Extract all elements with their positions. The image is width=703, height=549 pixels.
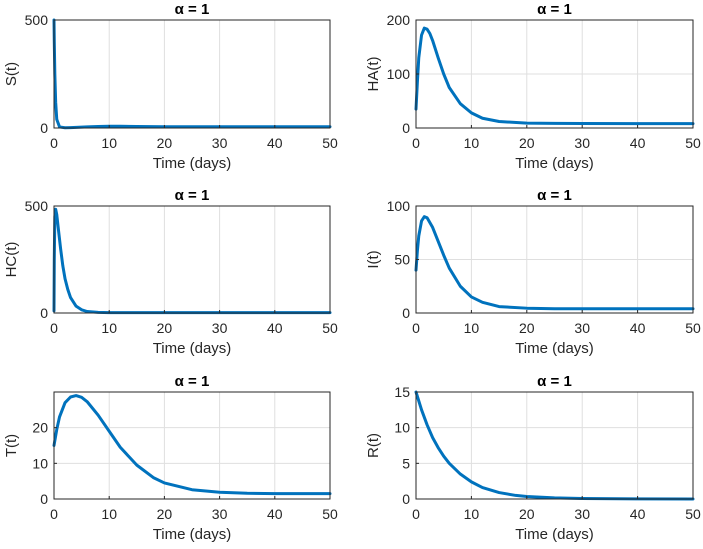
series-line [414, 215, 695, 311]
x-tick-label: 30 [574, 135, 590, 151]
x-tick-label: 10 [464, 135, 480, 151]
x-tick-label: 10 [101, 506, 117, 522]
x-tick-label: 30 [212, 506, 228, 522]
x-tick-label: 40 [630, 506, 646, 522]
y-axis-label: HA(t) [365, 57, 382, 92]
plot-border [53, 19, 331, 129]
y-tick-label: 0 [402, 120, 410, 136]
y-tick-label: 0 [402, 305, 410, 321]
panel-title: α = 1 [537, 1, 572, 18]
plot-border [53, 391, 331, 500]
y-tick-label: 100 [387, 66, 411, 82]
x-tick-label: 40 [267, 320, 283, 336]
y-tick-label: 0 [40, 120, 48, 136]
panel-6: 0 10 20 30 40 50 0 5 10 15 α = 1 Time (days) R(t) [365, 373, 701, 543]
x-tick-label: 20 [519, 506, 535, 522]
y-axis-label: I(t) [365, 250, 382, 268]
panel-title: α = 1 [537, 373, 572, 390]
x-tick-label: 40 [630, 320, 646, 336]
x-axis-label: Time (days) [515, 340, 594, 357]
panel-title: α = 1 [175, 187, 210, 204]
x-tick-label: 0 [412, 320, 420, 336]
x-tick-label: 10 [101, 135, 117, 151]
y-tick-label: 0 [40, 305, 48, 321]
x-tick-label: 20 [157, 135, 173, 151]
x-tick-label: 10 [464, 506, 480, 522]
x-tick-label: 40 [630, 135, 646, 151]
x-tick-label: 30 [574, 320, 590, 336]
plot-area [53, 391, 331, 500]
y-tick-label: 10 [32, 455, 48, 471]
x-axis-label: Time (days) [515, 155, 594, 172]
panel-title: α = 1 [537, 187, 572, 204]
y-axis-label: R(t) [365, 433, 382, 458]
y-tick-label: 20 [32, 420, 48, 436]
x-tick-label: 30 [212, 320, 228, 336]
x-tick-label: 50 [322, 506, 338, 522]
x-tick-label: 20 [157, 320, 173, 336]
x-tick-label: 0 [50, 320, 58, 336]
y-axis-label: T(t) [3, 434, 20, 457]
x-tick-label: 10 [464, 320, 480, 336]
x-tick-label: 0 [50, 135, 58, 151]
x-tick-label: 0 [412, 135, 420, 151]
y-axis-label: HC(t) [3, 242, 20, 278]
plot-area [53, 205, 331, 314]
plot-area [415, 391, 694, 500]
x-tick-label: 20 [157, 506, 173, 522]
y-tick-label: 15 [394, 384, 410, 400]
x-tick-label: 50 [322, 320, 338, 336]
x-tick-label: 40 [267, 135, 283, 151]
x-tick-label: 50 [322, 135, 338, 151]
y-tick-label: 50 [394, 252, 410, 268]
plot-area [53, 19, 331, 129]
x-axis-label: Time (days) [515, 526, 594, 543]
y-tick-label: 5 [402, 455, 410, 471]
x-axis-label: Time (days) [153, 526, 232, 543]
panel-title: α = 1 [175, 373, 210, 390]
series-line [52, 394, 332, 496]
x-axis-label: Time (days) [153, 155, 232, 172]
y-tick-label: 10 [394, 420, 410, 436]
x-tick-label: 20 [519, 135, 535, 151]
x-tick-label: 20 [519, 320, 535, 336]
x-tick-label: 30 [574, 506, 590, 522]
x-tick-label: 50 [685, 506, 701, 522]
panel-title: α = 1 [175, 1, 210, 18]
y-tick-label: 0 [402, 491, 410, 507]
y-tick-label: 500 [25, 198, 49, 214]
y-tick-label: 100 [387, 198, 411, 214]
x-axis-label: Time (days) [153, 340, 232, 357]
panel-2: 0 10 20 30 40 50 0 100 200 α = 1 Time (days) HA(t) [365, 1, 701, 172]
x-tick-label: 0 [50, 506, 58, 522]
x-tick-label: 50 [685, 320, 701, 336]
panel-4: 0 10 20 30 40 50 0 50 100 α = 1 Time (days) I(t) [365, 187, 701, 357]
y-axis-label: S(t) [3, 62, 20, 86]
x-tick-label: 10 [101, 320, 117, 336]
x-tick-label: 0 [412, 506, 420, 522]
series-line [414, 390, 695, 501]
plot-border [53, 205, 331, 314]
panel-5: 0 10 20 30 40 50 0 10 20 α = 1 Time (days) T(t) [3, 373, 338, 543]
series-line [414, 26, 695, 126]
x-tick-label: 40 [267, 506, 283, 522]
x-tick-label: 30 [212, 135, 228, 151]
y-tick-label: 500 [25, 12, 49, 28]
series-line [52, 18, 332, 130]
y-tick-label: 200 [387, 12, 411, 28]
y-tick-label: 0 [40, 491, 48, 507]
x-tick-label: 50 [685, 135, 701, 151]
plot-border [415, 391, 694, 500]
